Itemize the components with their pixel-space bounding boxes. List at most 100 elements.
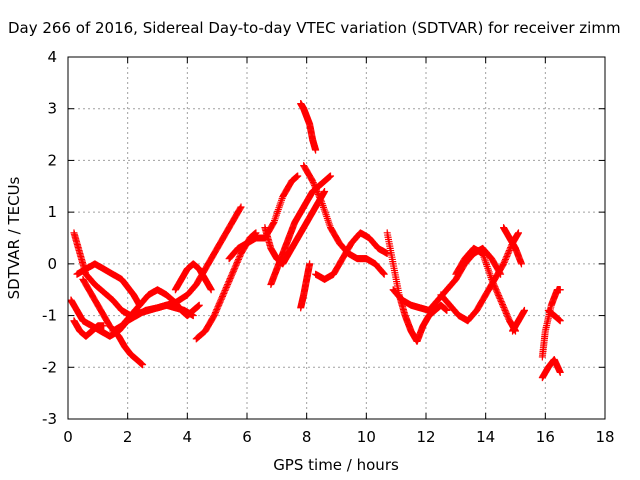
data-point bbox=[233, 258, 241, 266]
data-point bbox=[500, 303, 508, 311]
data-point bbox=[556, 368, 564, 376]
data-point bbox=[383, 250, 391, 258]
series-track-u bbox=[509, 306, 528, 335]
series-track-w bbox=[538, 356, 564, 382]
data-point bbox=[504, 312, 512, 320]
data-point bbox=[379, 269, 387, 277]
data-point bbox=[218, 294, 226, 302]
data-point bbox=[220, 288, 228, 296]
data-point bbox=[231, 263, 239, 271]
data-point bbox=[502, 309, 510, 317]
chart-title: Day 266 of 2016, Sidereal Day-to-day VTE… bbox=[8, 19, 621, 37]
data-point bbox=[217, 297, 225, 305]
data-point bbox=[494, 290, 502, 298]
data-point bbox=[312, 186, 320, 194]
data-point bbox=[214, 303, 222, 311]
data-point bbox=[489, 278, 497, 286]
data-point bbox=[493, 289, 501, 297]
series-track-m bbox=[297, 260, 314, 312]
data-point bbox=[556, 286, 564, 294]
y-tick-label: -3 bbox=[42, 410, 57, 428]
x-tick-label: 0 bbox=[63, 428, 73, 446]
data-point bbox=[506, 245, 514, 253]
data-point bbox=[380, 269, 388, 277]
data-point bbox=[211, 309, 219, 317]
data-point bbox=[222, 283, 230, 291]
series-track-a bbox=[67, 203, 245, 340]
data-point bbox=[499, 300, 507, 308]
series-track-c bbox=[73, 260, 144, 309]
data-point bbox=[231, 264, 239, 272]
data-point bbox=[218, 292, 226, 300]
series-track-n bbox=[300, 162, 388, 278]
data-point bbox=[139, 361, 147, 369]
data-point bbox=[237, 203, 245, 211]
y-tick-label: 4 bbox=[47, 48, 57, 66]
data-point bbox=[222, 285, 230, 293]
x-axis-label: GPS time / hours bbox=[273, 456, 399, 474]
data-point bbox=[495, 293, 503, 301]
series-track-j bbox=[261, 187, 329, 268]
data-point bbox=[496, 295, 504, 303]
data-point bbox=[502, 308, 510, 316]
data-point bbox=[504, 314, 512, 322]
data-point bbox=[488, 275, 496, 283]
data-point bbox=[520, 306, 528, 314]
y-tick-label: 1 bbox=[47, 203, 57, 221]
x-tick-label: 16 bbox=[536, 428, 555, 446]
data-point bbox=[443, 306, 451, 314]
data-point bbox=[226, 275, 234, 283]
y-tick-label: -2 bbox=[42, 358, 57, 376]
data-point bbox=[219, 291, 227, 299]
data-point bbox=[491, 283, 499, 291]
data-point bbox=[236, 204, 244, 212]
data-point bbox=[501, 255, 509, 263]
x-tick-label: 8 bbox=[302, 428, 312, 446]
data-point bbox=[310, 180, 318, 188]
data-point bbox=[498, 299, 506, 307]
data-point bbox=[497, 298, 505, 306]
data-point bbox=[514, 229, 522, 237]
data-point bbox=[220, 289, 228, 297]
data-point bbox=[210, 312, 218, 320]
series-track-t bbox=[500, 224, 525, 268]
data-point bbox=[234, 257, 242, 265]
series-track-f bbox=[109, 286, 203, 335]
data-point bbox=[503, 252, 511, 260]
x-tick-label: 4 bbox=[183, 428, 193, 446]
x-tick-label: 18 bbox=[595, 428, 614, 446]
data-point bbox=[316, 195, 324, 203]
data-point bbox=[490, 280, 498, 288]
data-point bbox=[311, 183, 319, 191]
data-point bbox=[229, 267, 237, 275]
series-track-r bbox=[437, 229, 522, 325]
data-point bbox=[505, 248, 513, 256]
data-point bbox=[317, 196, 325, 204]
data-point bbox=[556, 317, 564, 325]
data-point bbox=[227, 273, 235, 281]
y-axis-label: SDTVAR / TECUs bbox=[5, 176, 23, 299]
data-point bbox=[221, 286, 229, 294]
data-point bbox=[503, 311, 511, 319]
data-point bbox=[314, 189, 322, 197]
data-point bbox=[505, 247, 513, 255]
y-tick-label: 2 bbox=[47, 151, 57, 169]
series-track-p bbox=[383, 229, 451, 345]
data-points bbox=[67, 100, 564, 382]
data-point bbox=[228, 270, 236, 278]
data-point bbox=[503, 251, 511, 259]
series-track-h bbox=[192, 229, 260, 343]
x-tick-label: 2 bbox=[123, 428, 133, 446]
data-point bbox=[504, 250, 512, 258]
data-point bbox=[497, 296, 505, 304]
data-point bbox=[217, 295, 225, 303]
series-track-o bbox=[312, 229, 391, 283]
x-tick-label: 14 bbox=[476, 428, 495, 446]
data-point bbox=[212, 307, 220, 315]
x-tick-label: 6 bbox=[242, 428, 252, 446]
data-point bbox=[495, 292, 503, 300]
data-point bbox=[233, 260, 241, 268]
data-point bbox=[269, 220, 277, 228]
data-point bbox=[313, 187, 321, 195]
